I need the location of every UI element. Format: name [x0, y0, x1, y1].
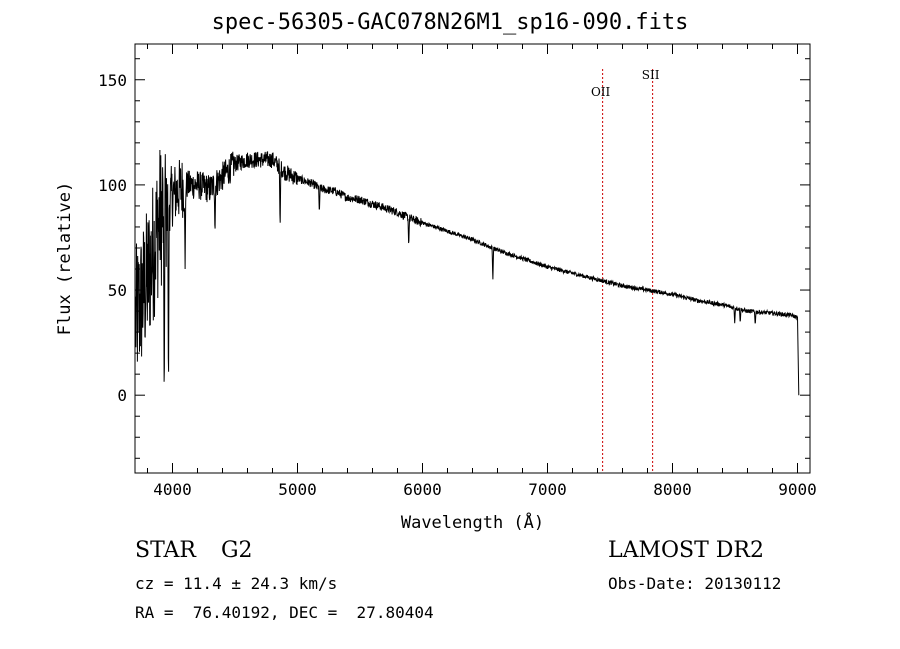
obs-date: Obs-Date: 20130112 — [608, 574, 782, 593]
x-tick-label: 7000 — [528, 480, 567, 499]
x-tick-label: 6000 — [403, 480, 442, 499]
line-label-SII: SII — [642, 68, 660, 82]
y-axis-label: Flux (relative) — [55, 182, 75, 336]
y-tick-label: 0 — [117, 386, 127, 405]
line-label-OII: OII — [591, 85, 611, 99]
x-tick-label: 4000 — [153, 480, 192, 499]
x-tick-label: 5000 — [278, 480, 317, 499]
y-tick-label: 100 — [98, 176, 127, 195]
redshift-line: cz = 11.4 ± 24.3 km/s — [135, 574, 338, 593]
object-class: STAR G2 — [135, 538, 253, 563]
x-tick-label: 9000 — [778, 480, 817, 499]
x-axis-label: Wavelength (Å) — [401, 511, 544, 533]
radec-line: RA = 76.40192, DEC = 27.80404 — [135, 603, 434, 622]
chart-title: spec-56305-GAC078N26M1_sp16-090.fits — [211, 10, 689, 35]
y-tick-label: 150 — [98, 71, 127, 90]
spectrum-line — [135, 149, 800, 396]
plot-frame — [134, 43, 811, 474]
x-tick-label: 8000 — [653, 480, 692, 499]
y-tick-label: 50 — [108, 281, 127, 300]
survey-name: LAMOST DR2 — [608, 538, 764, 563]
